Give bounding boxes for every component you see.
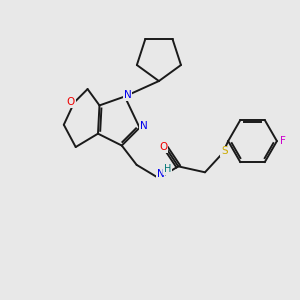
Text: N: N bbox=[157, 169, 164, 179]
Text: S: S bbox=[221, 146, 228, 157]
Text: O: O bbox=[67, 98, 75, 107]
Text: H: H bbox=[164, 164, 171, 174]
Text: O: O bbox=[159, 142, 167, 152]
Text: N: N bbox=[140, 121, 148, 131]
Text: N: N bbox=[124, 90, 132, 100]
Text: F: F bbox=[280, 136, 286, 146]
